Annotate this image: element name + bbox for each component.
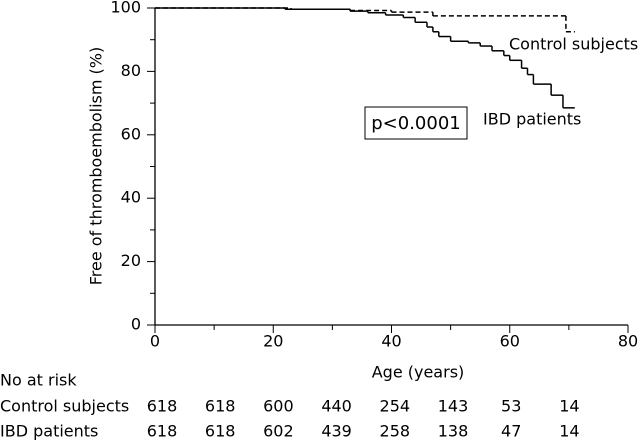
risk-row-name: IBD patients <box>0 422 98 441</box>
x-tick-label: 60 <box>500 332 520 351</box>
risk-count: 618 <box>205 422 236 441</box>
series-label: Control subjects <box>509 35 638 54</box>
risk-count: 14 <box>559 397 579 416</box>
y-tick-label: 0 <box>131 315 141 334</box>
risk-count: 602 <box>263 422 294 441</box>
risk-count: 143 <box>438 397 469 416</box>
risk-count: 439 <box>321 422 352 441</box>
x-tick-label: 80 <box>618 332 638 351</box>
risk-count: 53 <box>501 397 521 416</box>
risk-count: 618 <box>205 397 236 416</box>
risk-row-name: Control subjects <box>0 397 129 416</box>
risk-count: 47 <box>501 422 521 441</box>
risk-count: 618 <box>147 422 178 441</box>
risk-count: 618 <box>147 397 178 416</box>
y-tick-label: 60 <box>121 124 141 143</box>
x-tick-label: 0 <box>150 332 160 351</box>
x-tick-label: 20 <box>263 332 283 351</box>
x-axis-label: Age (years) <box>372 363 465 382</box>
annotation-box <box>364 106 468 140</box>
y-tick-label: 20 <box>121 251 141 270</box>
y-tick-label: 40 <box>121 188 141 207</box>
risk-table-title: No at risk <box>0 371 77 390</box>
y-axis-label: Free of thromboembolism (%) <box>87 47 106 285</box>
risk-count: 258 <box>380 422 411 441</box>
series-label: IBD patients <box>483 110 581 129</box>
risk-count: 600 <box>263 397 294 416</box>
x-tick-label: 40 <box>381 332 401 351</box>
risk-count: 440 <box>321 397 352 416</box>
risk-count: 138 <box>438 422 469 441</box>
annotation: p<0.0001 <box>371 113 461 134</box>
y-tick-label: 100 <box>110 0 141 17</box>
risk-count: 14 <box>559 422 579 441</box>
risk-count: 254 <box>380 397 411 416</box>
y-tick-label: 80 <box>121 61 141 80</box>
